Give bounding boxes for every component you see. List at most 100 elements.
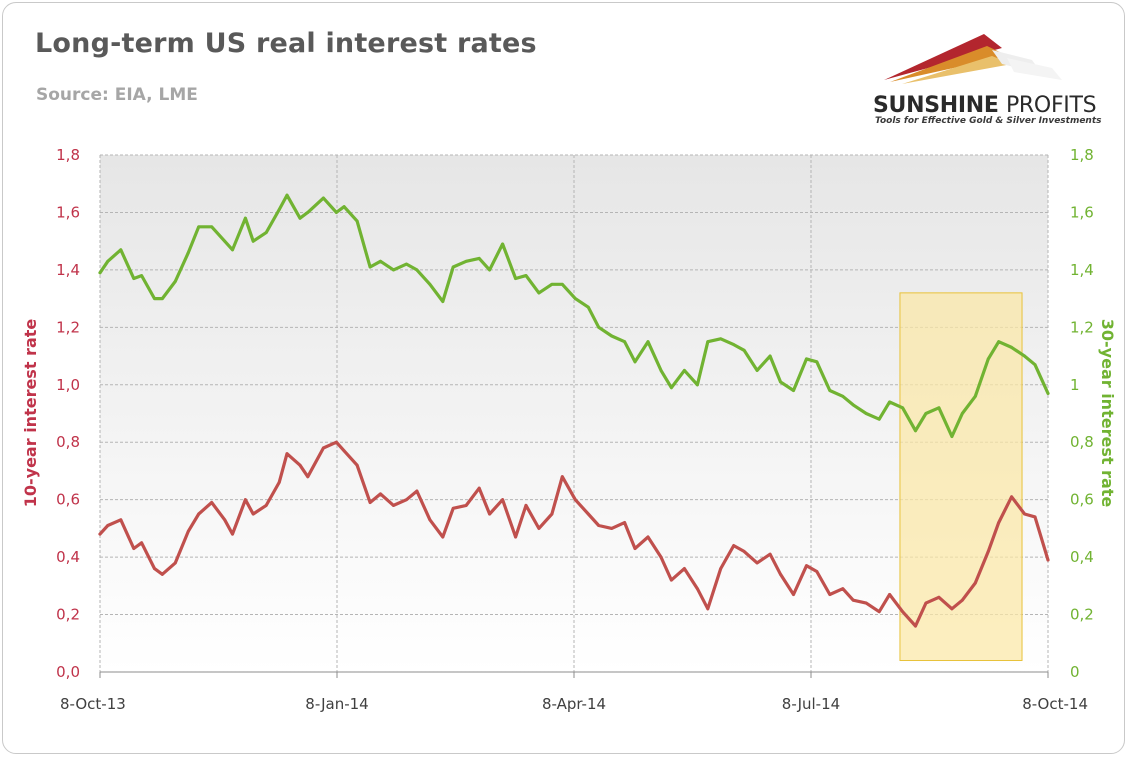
data-point [277, 481, 281, 484]
series-lines [98, 193, 1050, 628]
y-axis-label-right: 30-year interest rate [1098, 319, 1117, 508]
data-point [285, 452, 289, 456]
data-point [669, 386, 673, 390]
data-point [321, 196, 325, 200]
data-point [231, 532, 234, 536]
data-point [623, 521, 627, 525]
data-point [659, 555, 663, 559]
data-point [132, 277, 136, 280]
data-point [210, 501, 214, 504]
data-point [573, 297, 577, 301]
y-left-tick-label: 0,8 [56, 433, 80, 451]
chart-title: Long-term US real interest rates [35, 28, 537, 59]
data-point [160, 572, 164, 576]
highlight-region [899, 292, 1023, 662]
data-point [755, 561, 759, 565]
data-point [186, 529, 190, 533]
data-point [285, 193, 289, 197]
data-point [251, 512, 255, 516]
data-point [477, 257, 481, 260]
right-axis-ticks: 0 0,2 0,4 0,6 0,8 1 1,2 1,4 1,6 1,8 [1070, 146, 1094, 681]
vertical-gridlines [99, 155, 1049, 672]
data-point [415, 268, 419, 272]
data-point [1023, 354, 1027, 358]
sunshine-profits-logo-icon [884, 34, 1062, 84]
y-right-tick-label: 0,4 [1070, 548, 1094, 566]
data-point [901, 610, 904, 614]
data-point [960, 598, 964, 602]
data-point [768, 552, 772, 556]
y-left-tick-label: 1,8 [56, 146, 80, 164]
data-point [768, 354, 772, 358]
data-point [1046, 391, 1050, 395]
y-right-tick-label: 1,4 [1070, 261, 1094, 279]
data-point [841, 394, 845, 398]
x-tick-label: 8-Jan-14 [305, 695, 368, 713]
data-point [342, 449, 346, 453]
data-point [451, 506, 455, 510]
data-point [682, 567, 686, 570]
data-point [877, 417, 881, 421]
data-point [986, 549, 990, 553]
data-point [251, 239, 255, 243]
data-point [1010, 495, 1014, 499]
data-point [719, 337, 723, 341]
data-point [488, 268, 491, 272]
data-point [659, 369, 663, 372]
data-point [186, 251, 190, 255]
data-point [805, 357, 808, 361]
data-point [732, 544, 736, 548]
y-right-tick-label: 1,8 [1070, 146, 1094, 164]
data-point [244, 498, 247, 502]
data-point [140, 541, 143, 545]
data-point [986, 357, 990, 361]
data-point [119, 248, 123, 252]
data-point [98, 532, 102, 536]
data-point [742, 549, 746, 553]
y-right-tick-label: 1 [1070, 376, 1080, 394]
y-left-tick-label: 1,6 [56, 203, 80, 221]
data-point [524, 274, 528, 278]
x-axis-ticks: 8-Oct-13 8-Jan-14 8-Apr-14 8-Jul-14 8-Oct-14 [60, 672, 1088, 713]
data-point [623, 340, 627, 344]
data-point [1033, 363, 1037, 367]
data-point [997, 521, 1001, 525]
data-point [550, 282, 554, 286]
data-point [755, 369, 759, 372]
series-30-year-points [98, 193, 1050, 438]
data-point [501, 242, 504, 246]
data-point [405, 262, 408, 266]
series-10-year-points [98, 440, 1050, 628]
data-point [864, 412, 868, 415]
data-point [719, 567, 723, 570]
data-point [1033, 515, 1037, 519]
data-point [379, 492, 382, 496]
y-right-tick-label: 0,8 [1070, 433, 1094, 451]
data-point [695, 383, 699, 387]
data-point [877, 610, 881, 614]
data-point [501, 498, 504, 502]
logo-name-bold: SUNSHINE [873, 93, 999, 118]
data-point [851, 403, 855, 407]
data-point [732, 343, 736, 346]
data-point [888, 593, 891, 596]
data-point [537, 526, 541, 530]
data-point [633, 547, 637, 550]
y-right-tick-label: 0,2 [1070, 606, 1094, 624]
y-axis-label-left: 10-year interest rate [21, 319, 40, 508]
data-point [597, 325, 601, 329]
data-point [428, 518, 432, 522]
data-point [355, 463, 359, 467]
y-right-tick-label: 0,6 [1070, 491, 1094, 509]
data-point [451, 265, 455, 269]
data-point [950, 435, 954, 438]
data-point [779, 572, 782, 576]
data-point [298, 463, 302, 467]
data-point [140, 274, 143, 278]
data-point [779, 380, 782, 384]
data-point [669, 578, 673, 582]
data-point [851, 598, 855, 602]
data-point [997, 340, 1001, 344]
x-tick-label: 8-Jul-14 [782, 695, 840, 713]
